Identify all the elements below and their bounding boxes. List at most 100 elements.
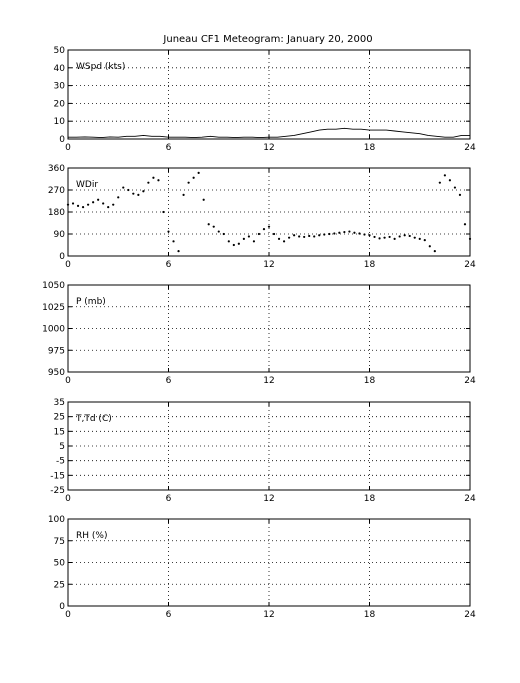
data-point: [92, 201, 95, 204]
x-tick-label: 12: [263, 494, 274, 504]
data-point: [408, 234, 411, 238]
x-tick-label: 0: [65, 143, 71, 153]
data-point: [187, 181, 190, 184]
data-point: [242, 237, 245, 240]
y-tick-label: 1000: [42, 325, 65, 335]
x-tick-label: 18: [364, 494, 376, 504]
data-point: [192, 176, 195, 179]
data-point: [237, 242, 240, 245]
data-point: [343, 230, 346, 234]
y-tick-label: 75: [54, 537, 65, 547]
y-tick-label: 950: [48, 368, 65, 378]
data-point: [328, 232, 331, 236]
data-point: [303, 235, 306, 239]
data-point: [212, 225, 215, 228]
data-point: [383, 236, 386, 239]
data-point: [177, 250, 180, 253]
data-point: [87, 203, 90, 206]
y-tick-label: -15: [50, 471, 65, 481]
data-point: [388, 235, 391, 239]
data-point: [202, 198, 205, 201]
data-point: [112, 203, 115, 206]
x-tick-label: 6: [166, 376, 172, 386]
data-point: [308, 234, 311, 238]
data-point: [458, 193, 462, 196]
x-tick-label: 12: [263, 610, 274, 620]
data-point: [207, 223, 210, 226]
data-point: [247, 235, 250, 238]
data-point: [443, 174, 446, 177]
y-tick-label: 1025: [42, 303, 65, 313]
y-tick-label: 15: [54, 427, 65, 437]
data-point: [378, 237, 381, 240]
data-point: [368, 234, 371, 237]
data-point: [433, 250, 436, 253]
chart-title: Juneau CF1 Meteogram: January 20, 2000: [162, 34, 372, 45]
data-point: [423, 239, 426, 242]
data-point: [293, 234, 296, 237]
data-point: [393, 237, 396, 240]
data-point: [277, 237, 281, 240]
x-tick-label: 6: [166, 494, 172, 504]
data-point: [252, 240, 256, 243]
y-tick-label: 35: [54, 398, 65, 408]
y-tick-label: 50: [54, 46, 66, 56]
data-point: [107, 206, 110, 209]
data-point: [102, 202, 105, 205]
x-tick-label: 24: [464, 610, 476, 620]
data-point: [81, 206, 85, 209]
data-point: [137, 193, 140, 196]
panel-label: WSpd (kts): [76, 62, 125, 72]
data-point: [323, 233, 326, 236]
data-point: [363, 233, 366, 236]
x-tick-label: 18: [364, 143, 376, 153]
data-point: [288, 236, 291, 239]
data-point: [66, 203, 70, 206]
data-point: [132, 192, 135, 195]
data-point: [348, 230, 351, 233]
x-tick-label: 24: [464, 260, 476, 270]
data-point: [162, 210, 165, 214]
data-point: [167, 230, 170, 233]
x-tick-label: 0: [65, 260, 71, 270]
y-tick-label: 1050: [42, 281, 65, 291]
data-point: [172, 240, 175, 243]
data-point: [217, 230, 220, 233]
x-tick-label: 0: [65, 494, 71, 504]
y-tick-label: 20: [54, 99, 66, 109]
y-tick-label: 40: [54, 64, 66, 74]
x-tick-label: 6: [166, 610, 172, 620]
x-tick-label: 0: [65, 610, 71, 620]
data-point: [257, 232, 261, 236]
panel-1: 0 6 12 18 24 0 10 20 30 40 50 WSpd (kts): [54, 46, 476, 153]
panel-label: RH (%): [76, 531, 107, 541]
y-tick-label: 975: [48, 346, 65, 356]
panel-3: 0 6 12 18 24 950 975 1000 1025 1050 P (mb): [42, 281, 476, 386]
data-point: [157, 179, 160, 182]
y-tick-label: 360: [48, 164, 65, 174]
data-point: [403, 234, 406, 237]
x-tick-label: 6: [166, 143, 172, 153]
data-point: [262, 228, 266, 231]
data-point: [358, 232, 361, 235]
data-point: [333, 232, 336, 235]
data-point: [413, 236, 416, 239]
data-point: [127, 188, 130, 192]
x-tick-label: 12: [263, 143, 274, 153]
x-tick-label: 18: [364, 260, 376, 270]
data-point: [373, 235, 376, 239]
x-tick-label: 6: [166, 260, 172, 270]
y-tick-label: -5: [56, 457, 65, 467]
y-tick-label: -25: [50, 486, 65, 496]
x-tick-label: 12: [263, 376, 274, 386]
y-tick-label: 0: [59, 602, 65, 612]
data-point: [463, 223, 467, 226]
y-tick-label: 30: [54, 82, 66, 92]
data-point: [438, 181, 441, 184]
panel-label: P (mb): [76, 297, 106, 307]
data-point: [453, 186, 457, 189]
y-tick-label: 25: [54, 413, 65, 423]
x-tick-label: 0: [65, 376, 71, 386]
